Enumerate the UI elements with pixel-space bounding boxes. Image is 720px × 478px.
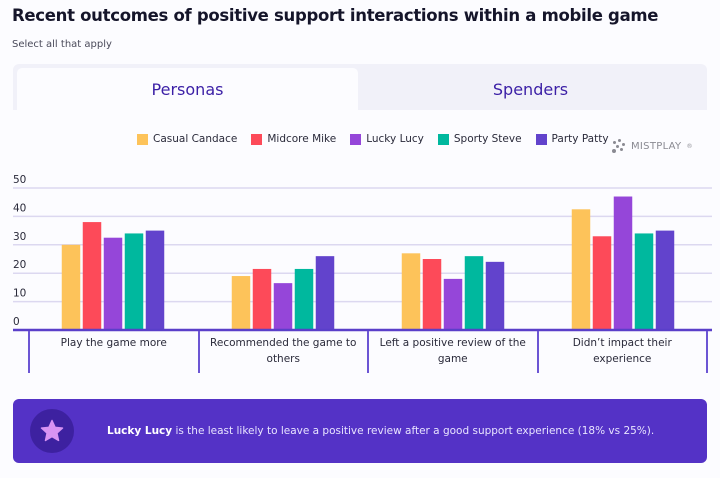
- bar-sporty-steve[interactable]: [294, 268, 314, 330]
- y-tick-label: 40: [13, 202, 26, 214]
- legend-item-midcore-mike[interactable]: Midcore Mike: [251, 133, 336, 145]
- bar-midcore-mike[interactable]: [82, 222, 102, 330]
- y-axis-ticks: 0 10 20 30 40 50: [13, 174, 26, 328]
- legend-label: Casual Candace: [153, 133, 238, 145]
- legend-label: Sporty Steve: [453, 133, 522, 145]
- mistplay-logo: MISTPLAY ®: [612, 139, 693, 153]
- star-badge: [30, 409, 74, 453]
- legend-item-lucky-lucy[interactable]: Lucky Lucy: [350, 133, 424, 145]
- bar-chart: 0 10 20 30 40 50: [13, 174, 712, 332]
- page-title: Recent outcomes of positive support inte…: [12, 6, 659, 25]
- legend-label: Lucky Lucy: [366, 133, 424, 145]
- legend-label: Party Patty: [551, 133, 609, 145]
- bar-casual-candace[interactable]: [571, 209, 591, 330]
- y-tick-label: 0: [13, 316, 20, 328]
- x-tick-label: Left a positive review of the game: [367, 331, 537, 373]
- x-tick-label: Recommended the game to others: [197, 331, 368, 373]
- insight-body: is the least likely to leave a positive …: [172, 425, 655, 437]
- legend-swatch: [251, 133, 263, 145]
- legend-swatch: [350, 133, 362, 145]
- bar-midcore-mike[interactable]: [422, 259, 442, 330]
- y-tick-label: 50: [13, 174, 26, 186]
- legend-item-party-patty[interactable]: Party Patty: [535, 133, 609, 145]
- bar-midcore-mike[interactable]: [252, 268, 272, 330]
- x-tick-label: Didn’t impact their experience: [536, 331, 708, 373]
- x-tick-label: Play the game more: [28, 331, 198, 373]
- legend-swatch: [535, 133, 547, 145]
- bar-casual-candace[interactable]: [231, 276, 251, 330]
- bar-party-patty[interactable]: [485, 261, 505, 330]
- tab-spenders[interactable]: Spenders: [492, 79, 569, 99]
- star-icon: [40, 419, 64, 442]
- legend-swatch: [437, 133, 449, 145]
- bar-midcore-mike[interactable]: [592, 236, 612, 330]
- insight-highlight: Lucky Lucy: [107, 425, 173, 437]
- bar-lucky-lucy[interactable]: [613, 196, 633, 330]
- bars: [61, 196, 675, 330]
- bar-casual-candace[interactable]: [61, 244, 81, 330]
- registered-mark: ®: [686, 142, 693, 150]
- mistplay-logo-text: MISTPLAY: [631, 140, 682, 152]
- tab-bar: Personas Spenders: [13, 64, 707, 110]
- bar-casual-candace[interactable]: [401, 253, 421, 330]
- legend-swatch: [137, 133, 148, 145]
- bar-sporty-steve[interactable]: [124, 233, 144, 330]
- legend-item-casual-candace[interactable]: Casual Candace: [137, 133, 237, 145]
- bar-party-patty[interactable]: [655, 230, 675, 330]
- mistplay-logo-icon: [612, 139, 626, 153]
- bar-sporty-steve[interactable]: [464, 256, 484, 330]
- legend-label: Midcore Mike: [267, 133, 337, 145]
- bar-sporty-steve[interactable]: [634, 233, 654, 330]
- y-tick-label: 10: [13, 288, 26, 300]
- bar-lucky-lucy[interactable]: [103, 237, 123, 330]
- page-subtitle: Select all that apply: [12, 39, 112, 50]
- chart-legend: Casual Candace Midcore Mike Lucky Lucy S…: [137, 133, 609, 145]
- legend-item-sporty-steve[interactable]: Sporty Steve: [437, 133, 522, 145]
- y-tick-label: 20: [13, 259, 26, 271]
- insight-callout: Lucky Lucy is the least likely to leave …: [13, 399, 707, 463]
- bar-party-patty[interactable]: [145, 230, 165, 330]
- y-tick-label: 30: [13, 231, 26, 243]
- x-axis-categories: Play the game more Recommended the game …: [28, 331, 708, 373]
- tab-personas[interactable]: Personas: [17, 68, 358, 110]
- bar-lucky-lucy[interactable]: [273, 283, 293, 330]
- bar-lucky-lucy[interactable]: [443, 278, 463, 330]
- bar-party-patty[interactable]: [315, 256, 335, 330]
- insight-text: Lucky Lucy is the least likely to leave …: [107, 425, 654, 437]
